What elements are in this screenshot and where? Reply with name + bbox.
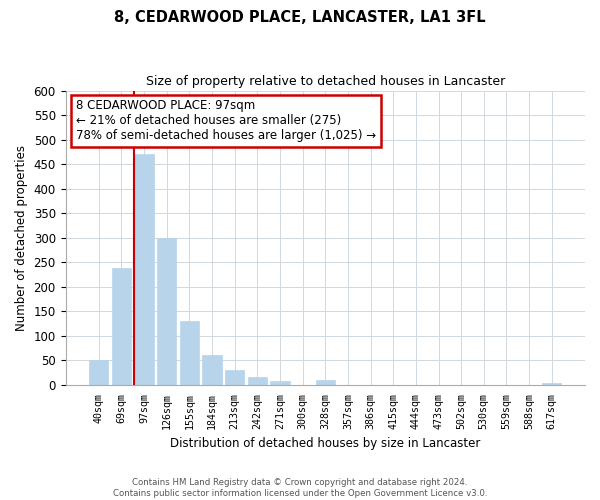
- Bar: [157, 238, 176, 385]
- Text: 8 CEDARWOOD PLACE: 97sqm
← 21% of detached houses are smaller (275)
78% of semi-: 8 CEDARWOOD PLACE: 97sqm ← 21% of detach…: [76, 100, 376, 142]
- Bar: [134, 154, 154, 385]
- Bar: [316, 380, 335, 385]
- Bar: [248, 377, 267, 385]
- Text: Contains HM Land Registry data © Crown copyright and database right 2024.
Contai: Contains HM Land Registry data © Crown c…: [113, 478, 487, 498]
- X-axis label: Distribution of detached houses by size in Lancaster: Distribution of detached houses by size …: [170, 437, 481, 450]
- Bar: [542, 382, 562, 385]
- Y-axis label: Number of detached properties: Number of detached properties: [15, 145, 28, 331]
- Bar: [180, 321, 199, 385]
- Bar: [202, 354, 221, 385]
- Bar: [112, 268, 131, 385]
- Text: 8, CEDARWOOD PLACE, LANCASTER, LA1 3FL: 8, CEDARWOOD PLACE, LANCASTER, LA1 3FL: [114, 10, 486, 25]
- Bar: [225, 370, 244, 385]
- Bar: [271, 381, 290, 385]
- Title: Size of property relative to detached houses in Lancaster: Size of property relative to detached ho…: [146, 75, 505, 88]
- Bar: [89, 360, 109, 385]
